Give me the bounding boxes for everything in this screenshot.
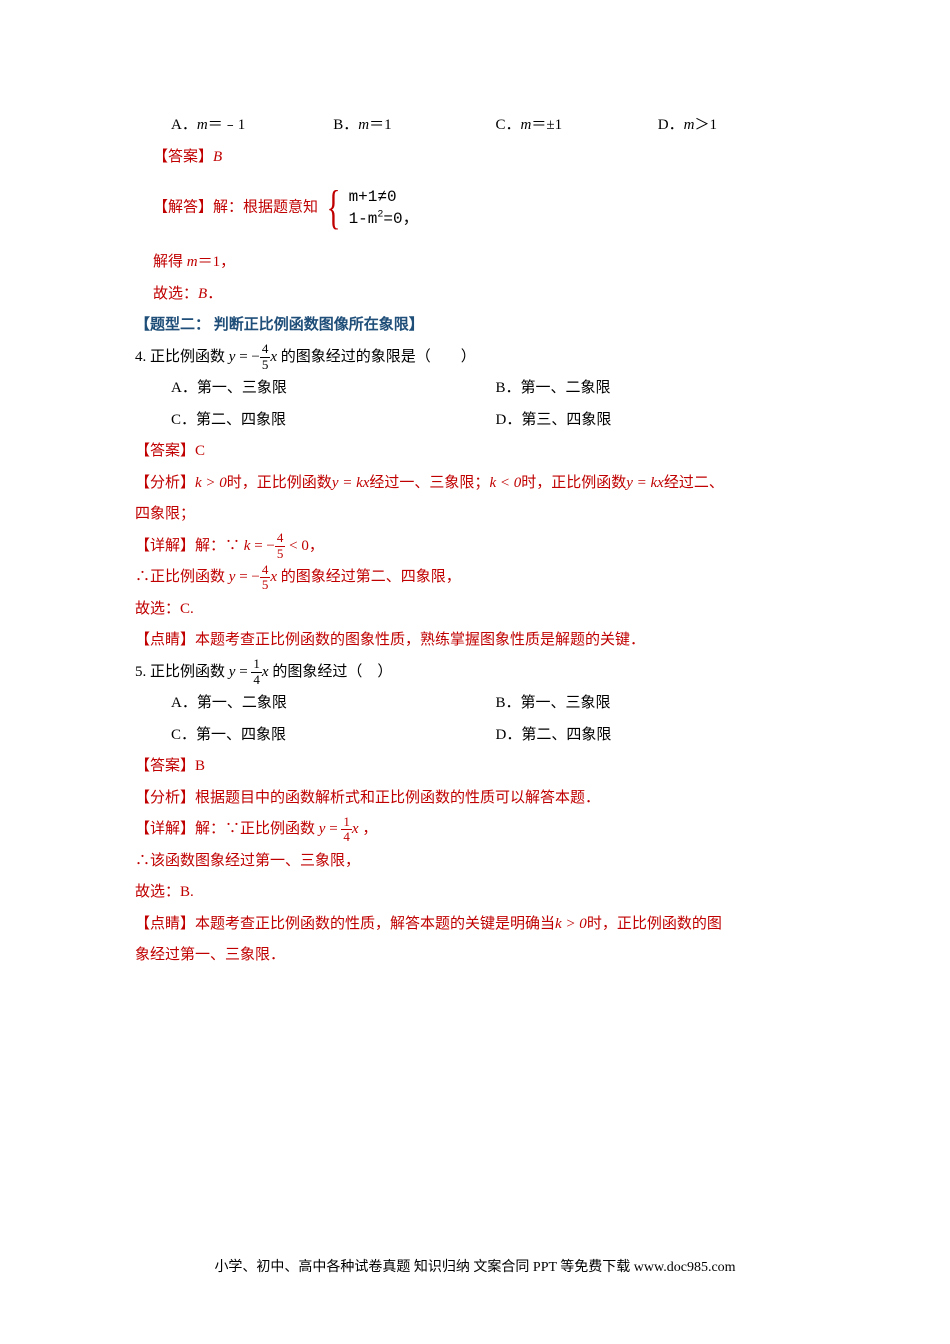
q4-analysis: 【分析】k > 0时，正比例函数y = kx经过一、三象限；k < 0时，正比例… bbox=[135, 468, 820, 500]
q5-stem: 5. 正比例函数 y = 14x 的图象经过（ ） bbox=[135, 657, 820, 689]
q4-therefore: ∴正比例函数 y = −45x 的图象经过第二、四象限， bbox=[135, 562, 820, 594]
q4-ana-a: k > 0 bbox=[195, 475, 227, 491]
q5-det-label: 【详解】 bbox=[135, 821, 195, 837]
sys-line2b: =0， bbox=[383, 210, 418, 228]
q5-stem-a: 正比例函数 bbox=[150, 664, 225, 680]
q5-com-b: 时，正比例函数的图 bbox=[587, 916, 722, 932]
q5-opt-b: B．第一、三象限 bbox=[496, 688, 821, 720]
q4-number: 4. bbox=[135, 349, 146, 365]
document-page: A．m＝﹣1 B．m＝1 C．m＝±1 D．m＞1 【答案】B 【解答】解：根据… bbox=[0, 0, 950, 1344]
q4-ana-f: 时，正比例函数 bbox=[521, 475, 626, 491]
q4-com-label: 【点睛】 bbox=[135, 632, 195, 648]
q4-ans-val: C bbox=[195, 443, 205, 459]
answer-value: B bbox=[213, 149, 222, 165]
q5-det-comma: ， bbox=[362, 821, 377, 837]
sys-line1: m+1≠0 bbox=[349, 188, 397, 206]
q5-number: 5. bbox=[135, 664, 146, 680]
prev-result: 解得 m＝1， bbox=[135, 247, 820, 279]
q5-options-2: C．第一、四象限 D．第二、四象限 bbox=[135, 720, 820, 752]
q4-ana-e: k < 0 bbox=[489, 475, 521, 491]
q4-det-label: 【详解】 bbox=[135, 538, 195, 554]
option-b: B．m＝1 bbox=[333, 110, 495, 142]
q5-opt-d: D．第二、四象限 bbox=[496, 720, 821, 752]
q4-ana-label: 【分析】 bbox=[135, 475, 195, 491]
option-a: A．m＝﹣1 bbox=[171, 110, 333, 142]
q4-detail: 【详解】解：∵ k = −45 < 0， bbox=[135, 531, 820, 563]
q5-opt-c: C．第一、四象限 bbox=[171, 720, 496, 752]
q5-conclusion: 故选：B. bbox=[135, 877, 820, 909]
q4-stem: 4. 正比例函数 y = −45x 的图象经过的象限是（ ） bbox=[135, 342, 820, 374]
q5-det-prefix: 解：∵正比例函数 bbox=[195, 821, 315, 837]
q4-det-comma: ， bbox=[309, 538, 324, 554]
q4-opt-a: A．第一、三象限 bbox=[171, 373, 496, 405]
q4-ana-b: 时，正比例函数 bbox=[227, 475, 332, 491]
q4-stem-a: 正比例函数 bbox=[150, 349, 225, 365]
q4-opt-b: B．第一、二象限 bbox=[496, 373, 821, 405]
q4-det-prefix: 解：∵ bbox=[195, 538, 240, 554]
q4-ana-d: 经过一、三象限； bbox=[369, 475, 489, 491]
system-brace: { m+1≠0 1-m2=0， bbox=[322, 183, 419, 233]
q5-stem-b: 的图象经过（ ） bbox=[272, 664, 392, 680]
q5-opt-a: A．第一、二象限 bbox=[171, 688, 496, 720]
q4-there-prefix: ∴正比例函数 bbox=[135, 569, 225, 585]
section-title: 【题型二： 判断正比例函数图像所在象限】 bbox=[135, 310, 820, 342]
q4-ana-h: 经过二、 bbox=[664, 475, 724, 491]
q5-therefore: ∴该函数图象经过第一、三象限， bbox=[135, 846, 820, 878]
q5-comment-line2: 象经过第一、三象限． bbox=[135, 940, 820, 972]
q5-comment: 【点睛】本题考查正比例函数的性质，解答本题的关键是明确当k > 0时，正比例函数… bbox=[135, 909, 820, 941]
option-c: C．m＝±1 bbox=[496, 110, 658, 142]
q5-ans-label: 【答案】 bbox=[135, 758, 195, 774]
prev-conclusion: 故选：B． bbox=[135, 279, 820, 311]
q4-com-text: 本题考查正比例函数的图象性质，熟练掌握图象性质是解题的关键． bbox=[195, 632, 645, 648]
q4-opt-c: C．第二、四象限 bbox=[171, 405, 496, 437]
solve-prefix: 解：根据题意知 bbox=[213, 199, 318, 215]
q5-options-1: A．第一、二象限 B．第一、三象限 bbox=[135, 688, 820, 720]
q5-com-k: k > 0 bbox=[555, 916, 587, 932]
answer-label: 【答案】 bbox=[153, 149, 213, 165]
q4-ans-label: 【答案】 bbox=[135, 443, 195, 459]
q4-opt-d: D．第三、四象限 bbox=[496, 405, 821, 437]
q5-com-label: 【点睛】 bbox=[135, 916, 195, 932]
option-d: D．m＞1 bbox=[658, 110, 820, 142]
q4-ana-g: y = kx bbox=[626, 475, 664, 491]
q5-ans-val: B bbox=[195, 758, 205, 774]
q4-stem-b: 的图象经过的象限是（ ） bbox=[281, 349, 476, 365]
q5-analysis: 【分析】根据题目中的函数解析式和正比例函数的性质可以解答本题． bbox=[135, 783, 820, 815]
prev-solve: 【解答】解：根据题意知 { m+1≠0 1-m2=0， bbox=[135, 183, 820, 233]
prev-options: A．m＝﹣1 B．m＝1 C．m＝±1 D．m＞1 bbox=[135, 110, 820, 142]
page-footer: 小学、初中、高中各种试卷真题 知识归纳 文案合同 PPT 等免费下载 www.d… bbox=[0, 1253, 950, 1282]
q5-com-a: 本题考查正比例函数的性质，解答本题的关键是明确当 bbox=[195, 916, 555, 932]
q4-options-1: A．第一、三象限 B．第一、二象限 bbox=[135, 373, 820, 405]
q5-ana-text: 根据题目中的函数解析式和正比例函数的性质可以解答本题． bbox=[195, 790, 600, 806]
q4-answer: 【答案】C bbox=[135, 436, 820, 468]
prev-answer: 【答案】B bbox=[135, 142, 820, 174]
q4-ana-c: y = kx bbox=[332, 475, 370, 491]
q4-conclusion: 故选：C. bbox=[135, 594, 820, 626]
q4-there-suffix: 的图象经过第二、四象限， bbox=[281, 569, 461, 585]
q4-options-2: C．第二、四象限 D．第三、四象限 bbox=[135, 405, 820, 437]
solve-label: 【解答】 bbox=[153, 199, 213, 215]
q5-answer: 【答案】B bbox=[135, 751, 820, 783]
q5-detail: 【详解】解：∵正比例函数 y = 14x ， bbox=[135, 814, 820, 846]
q4-analysis-line2: 四象限； bbox=[135, 499, 820, 531]
q5-ana-label: 【分析】 bbox=[135, 790, 195, 806]
q4-comment: 【点睛】本题考查正比例函数的图象性质，熟练掌握图象性质是解题的关键． bbox=[135, 625, 820, 657]
sys-line2a: 1-m bbox=[349, 210, 378, 228]
